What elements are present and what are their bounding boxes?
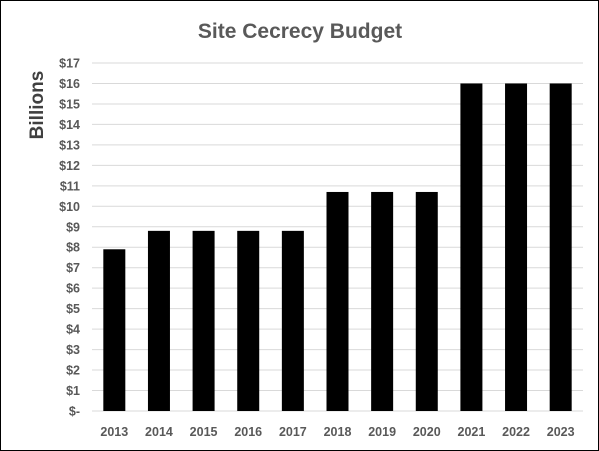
y-tick-label: $1 [66,384,80,398]
bar-2015 [192,230,215,411]
bar-2022 [505,83,528,412]
bar-2018 [326,191,349,411]
bar-2020 [415,191,438,411]
y-tick-label: $13 [59,138,80,152]
bar-2014 [147,230,170,411]
y-tick-label: $6 [66,282,80,296]
y-tick-label: $9 [66,220,80,234]
y-tick-label: $7 [66,261,80,275]
bar-2016 [237,230,260,411]
y-tick-label: $3 [66,343,80,357]
y-tick-label: $- [69,405,80,419]
chart-title: Site Cecrecy Budget [198,20,402,43]
x-axis-ticks: 2013 2014 2015 2016 2017 2018 2019 2020 2021 2022… [100,425,574,439]
x-tick-label: 2017 [279,425,307,439]
x-tick-label: 2022 [502,425,530,439]
x-tick-label: 2019 [368,425,396,439]
x-tick-label: 2023 [547,425,575,439]
bar-2017 [281,230,304,411]
x-tick-label: 2015 [190,425,218,439]
x-tick-label: 2018 [324,425,352,439]
x-tick-label: 2020 [413,425,441,439]
y-tick-label: $2 [66,364,80,378]
bar-2021 [460,83,483,412]
y-tick-label: $5 [66,302,80,316]
x-tick-label: 2021 [458,425,486,439]
y-tick-label: $10 [59,200,80,214]
y-tick-label: $8 [66,241,80,255]
y-axis-label: Billions [27,71,48,140]
bar-2019 [371,191,394,411]
y-tick-label: $11 [60,179,80,193]
x-tick-label: 2016 [234,425,262,439]
y-axis-ticks: $- $1 $2 $3 $4 $5 $6 $7 $8 $9 $10 $11 $12 $13 $14 $15 $1… [59,57,80,419]
y-tick-label: $4 [66,323,80,337]
y-tick-label: $14 [59,118,80,132]
x-tick-label: 2013 [100,425,128,439]
bar-2013 [103,249,126,411]
y-tick-label: $16 [59,77,80,91]
y-tick-label: $15 [59,97,80,111]
y-tick-label: $17 [59,57,80,71]
bars [103,83,572,412]
bar-2023 [549,83,572,412]
y-tick-label: $12 [59,159,80,173]
x-tick-label: 2014 [145,425,173,439]
